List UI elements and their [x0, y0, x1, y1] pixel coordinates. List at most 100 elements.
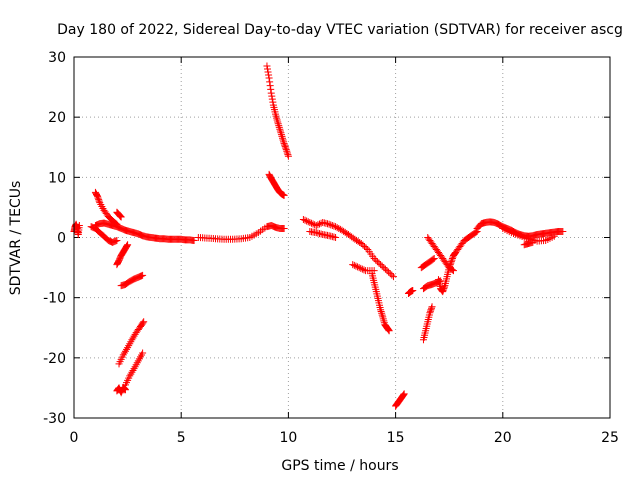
data-point [355, 264, 363, 272]
data-point [266, 78, 274, 86]
data-point [140, 318, 148, 326]
y-tick-label: -20 [43, 351, 66, 367]
data-point [440, 285, 448, 293]
data-point [277, 129, 285, 137]
data-point [550, 232, 558, 240]
data-point [360, 266, 368, 274]
y-tick-label: 30 [48, 50, 66, 66]
data-point [378, 262, 386, 270]
data-point [354, 263, 362, 271]
data-point [276, 125, 284, 133]
data-point [119, 351, 127, 359]
y-tick-label: 10 [48, 170, 66, 186]
grid [74, 57, 610, 418]
x-tick-label: 5 [177, 430, 186, 446]
data-point [129, 366, 137, 374]
data-point [377, 308, 385, 316]
data-point [426, 307, 434, 315]
series-arc-z [520, 238, 537, 249]
series-start-cluster [70, 220, 83, 238]
data-point [375, 259, 383, 267]
data-point [282, 146, 290, 154]
data-point [280, 191, 288, 199]
data-point [120, 385, 128, 393]
data-point [378, 311, 386, 319]
data-point [266, 82, 274, 90]
tick-labels: 0 5 10 15 20 25 -30 -20 -10 0 10 20 30 [43, 50, 619, 446]
data-point [383, 267, 391, 275]
data-point [126, 372, 134, 380]
data-point [267, 89, 275, 97]
x-axis-label: GPS time / hours [281, 458, 398, 474]
data-point [445, 264, 453, 272]
data-point [350, 261, 358, 269]
data-point [325, 220, 333, 228]
data-point [399, 391, 407, 399]
data-point [385, 326, 393, 334]
data-point [275, 123, 283, 131]
series-arc-o [349, 261, 378, 275]
series-arc-c [91, 188, 121, 228]
data-point [129, 334, 137, 342]
data-point [279, 136, 287, 144]
data-point [139, 349, 147, 357]
data-point [281, 141, 289, 149]
data-point [328, 221, 336, 229]
data-point [280, 140, 288, 148]
series-arc-r [404, 286, 417, 297]
data-point [400, 390, 408, 398]
data-point [123, 243, 131, 251]
series-arc-e [113, 241, 132, 269]
data-point [117, 212, 125, 220]
data-point [330, 222, 338, 230]
data-point [128, 336, 136, 344]
data-point [377, 261, 385, 269]
x-tick-label: 25 [601, 430, 619, 446]
y-tick-label: 0 [57, 231, 66, 247]
data-point [130, 332, 138, 340]
series-arc-b [87, 223, 121, 246]
data-point [116, 212, 124, 220]
data-point [448, 256, 456, 264]
data-point [113, 237, 121, 245]
data-point [128, 368, 136, 376]
data-point [559, 227, 567, 235]
data-point [446, 261, 454, 269]
data-point [357, 264, 365, 272]
series-arc-f [117, 271, 147, 290]
data-point [303, 217, 311, 225]
data-point [388, 271, 396, 279]
series-arc-i [121, 349, 147, 389]
data-point [278, 132, 286, 140]
data-point [428, 304, 436, 312]
data-point [352, 262, 360, 270]
series-arc-j [194, 221, 288, 243]
data-point [333, 224, 341, 232]
data-point [332, 223, 340, 231]
data-points [70, 62, 567, 410]
data-point [409, 286, 417, 294]
data-point [349, 261, 357, 269]
data-point [120, 384, 128, 392]
data-point [304, 218, 312, 226]
data-point [279, 134, 287, 142]
data-point [282, 144, 290, 152]
data-point [309, 220, 317, 228]
series-arc-a [91, 219, 198, 245]
data-point [315, 220, 323, 228]
y-tick-label: -10 [43, 291, 66, 307]
data-point [274, 120, 282, 128]
x-tick-label: 0 [70, 430, 79, 446]
series-arc-w [434, 227, 481, 296]
data-point [332, 234, 340, 241]
data-point [284, 152, 292, 160]
data-point [314, 221, 322, 229]
data-point [430, 255, 438, 263]
data-point [113, 220, 121, 228]
data-point [426, 309, 434, 317]
y-tick-label: -30 [43, 411, 66, 427]
data-point [386, 270, 394, 278]
data-point [385, 268, 393, 276]
data-point [268, 95, 276, 103]
